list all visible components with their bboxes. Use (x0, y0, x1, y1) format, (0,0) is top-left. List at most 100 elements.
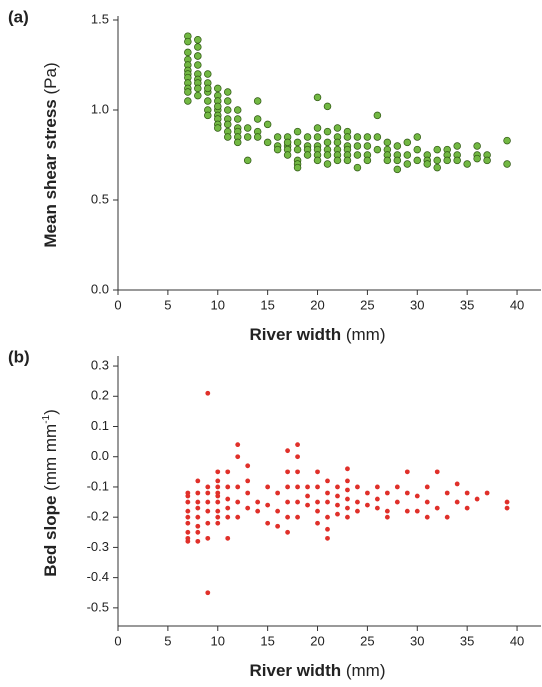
point (235, 484, 241, 490)
point (454, 499, 460, 505)
point (275, 523, 281, 529)
point (195, 490, 201, 496)
y-tick-label: 1.5 (91, 11, 109, 26)
point (323, 151, 332, 159)
point (233, 115, 242, 123)
point (325, 535, 330, 541)
point (253, 97, 262, 105)
point (205, 484, 211, 490)
point (255, 499, 261, 505)
point (453, 156, 461, 165)
point (265, 502, 271, 508)
x-label-units: (mm) (346, 661, 386, 680)
point (433, 145, 441, 154)
point (275, 508, 281, 514)
point (293, 163, 302, 172)
point (333, 156, 342, 165)
point (205, 535, 211, 541)
point (434, 469, 440, 475)
panel: 0 5 10 15 20 25 30 35 40 0.3 0.2 0.1 0.0 -0.1 -0.2 -0.3… (8, 347, 541, 680)
point (295, 469, 300, 475)
point (285, 514, 290, 520)
x-tick-label: 15 (260, 633, 274, 648)
point (263, 120, 272, 129)
point (424, 514, 430, 520)
point (225, 469, 231, 475)
y-tick-label: 0.3 (91, 357, 109, 372)
point (444, 490, 450, 496)
point (303, 151, 312, 159)
point (335, 502, 340, 508)
point (205, 590, 211, 596)
panel: 0 5 10 15 20 25 30 35 40 0.0 0.5 1.0 1.5 (a) River wid… (8, 7, 541, 344)
point (315, 469, 320, 475)
point (365, 502, 370, 508)
point (214, 124, 222, 132)
point (374, 484, 380, 490)
point (363, 142, 372, 150)
point (205, 490, 211, 496)
point (215, 478, 221, 484)
point (184, 97, 192, 105)
point (383, 156, 392, 165)
point (393, 156, 402, 165)
point (184, 37, 192, 46)
point (185, 508, 191, 514)
x-tick-label: 10 (211, 633, 225, 648)
point (403, 160, 412, 168)
point (473, 142, 481, 150)
point (374, 505, 380, 511)
point (275, 490, 281, 496)
point (215, 469, 221, 475)
x-tick-label: 35 (460, 297, 474, 312)
point (293, 138, 302, 147)
point (195, 499, 201, 505)
x-tick-label: 25 (360, 633, 374, 648)
point (195, 478, 201, 484)
point (345, 466, 350, 472)
point (454, 481, 460, 487)
point (283, 138, 292, 147)
point (315, 499, 320, 505)
point (225, 514, 231, 520)
point (245, 463, 251, 469)
point (243, 156, 252, 165)
point (215, 490, 221, 496)
point (424, 484, 430, 490)
point (194, 84, 202, 93)
point (263, 138, 272, 147)
point (215, 514, 221, 520)
point (343, 156, 352, 165)
y-axis-label: Bed slope (mm mm-1) (41, 409, 60, 577)
point (235, 514, 241, 520)
point (204, 111, 212, 120)
point (483, 156, 491, 165)
point (355, 484, 360, 490)
point (223, 106, 232, 114)
point (205, 390, 211, 396)
point (325, 478, 330, 484)
point (484, 490, 490, 496)
point (363, 133, 372, 141)
point (424, 499, 430, 505)
point (315, 484, 320, 490)
x-tick-label: 35 (460, 633, 474, 648)
point (394, 499, 400, 505)
x-tick-label: 30 (410, 297, 424, 312)
point (345, 478, 350, 484)
point (285, 499, 290, 505)
point (273, 133, 282, 141)
point (293, 127, 302, 136)
point (384, 490, 390, 496)
point (225, 496, 231, 502)
point (443, 156, 451, 165)
point (253, 133, 262, 141)
point (195, 538, 201, 544)
point (295, 514, 300, 520)
point (423, 160, 432, 168)
point (504, 505, 510, 511)
point (215, 484, 221, 490)
point (194, 61, 202, 69)
point (214, 102, 222, 111)
y-axis-label: Mean shear stress (Pa) (41, 62, 60, 247)
